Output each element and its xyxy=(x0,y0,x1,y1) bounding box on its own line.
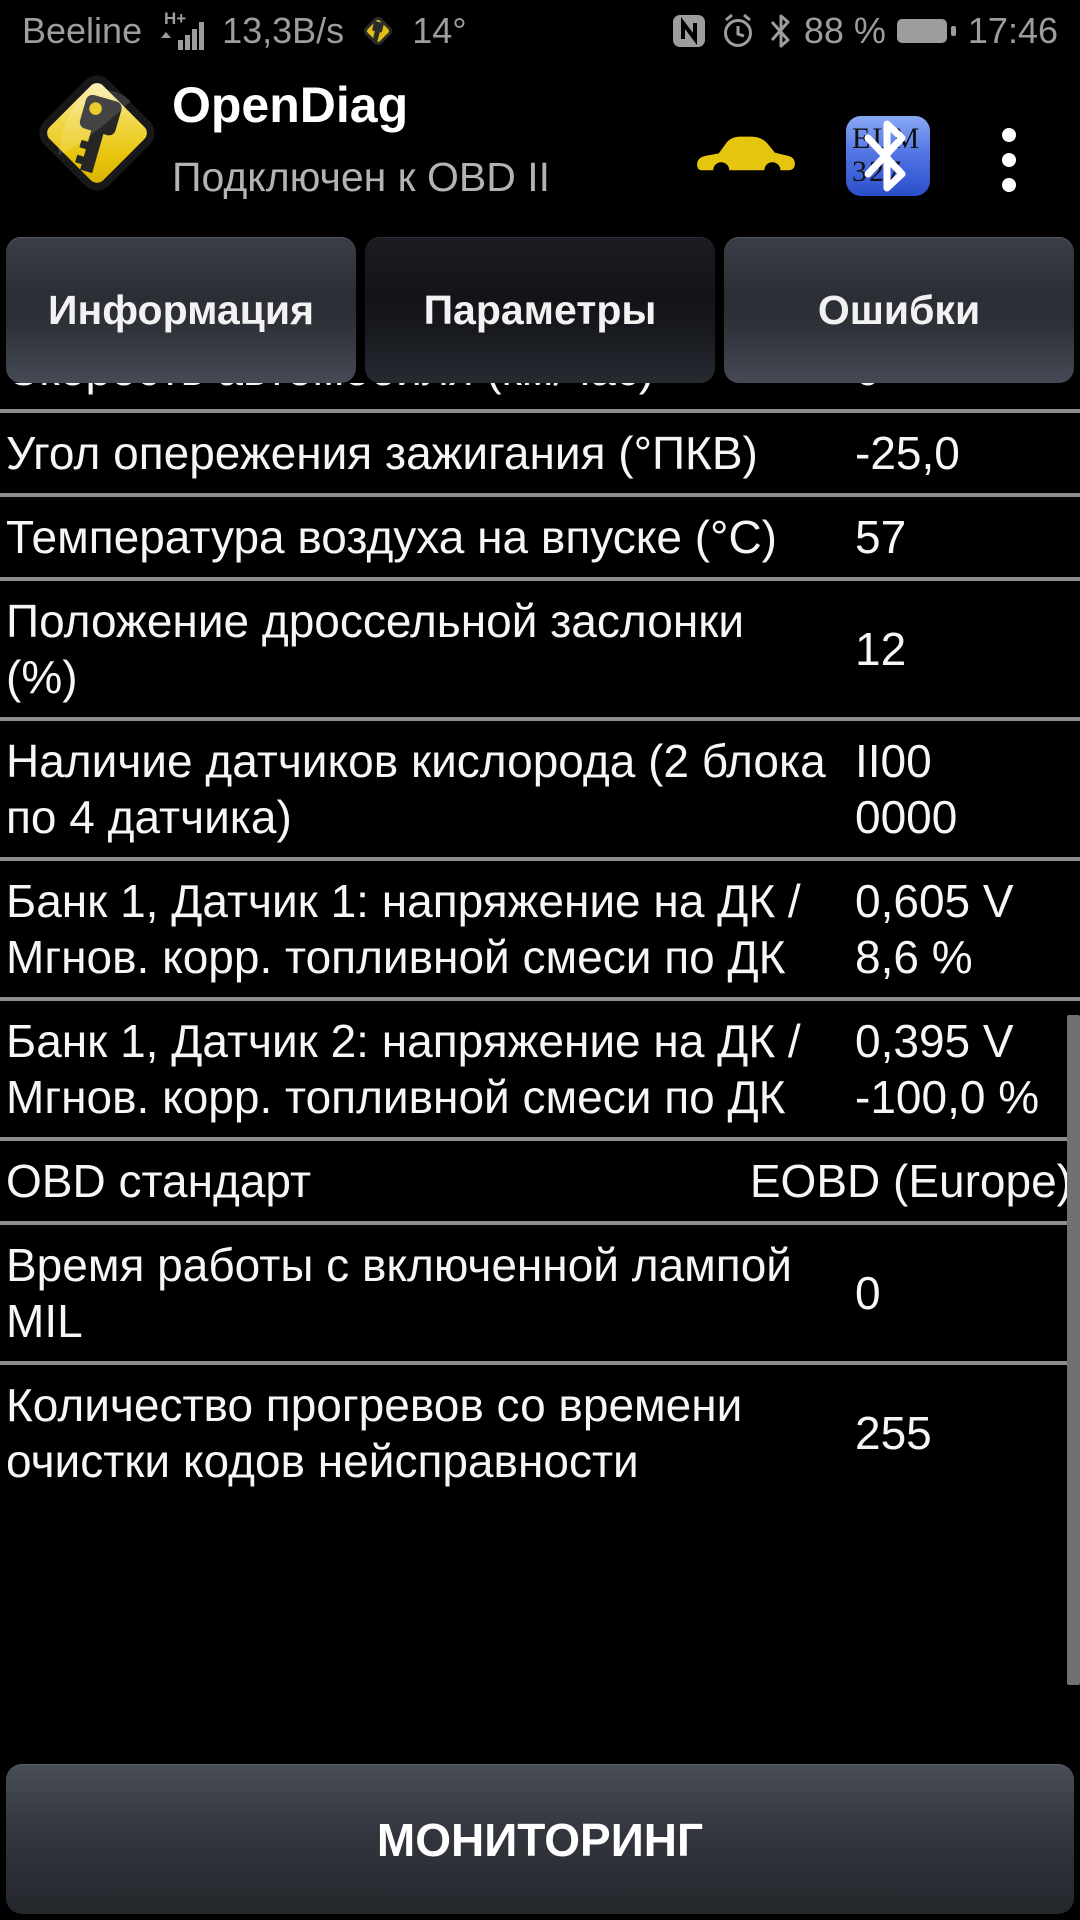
scrollbar-thumb[interactable] xyxy=(1067,1015,1080,1685)
param-row-obd-standard[interactable]: OBD стандарт EOBD (Europe) xyxy=(0,1141,1080,1225)
clock-label: 17:46 xyxy=(967,10,1058,51)
temperature-label: 14° xyxy=(412,10,467,51)
param-value: 12 xyxy=(855,623,907,675)
alarm-icon xyxy=(723,13,752,47)
param-label: Положение дроссельной заслонки (%) xyxy=(6,595,745,703)
vehicle-icon[interactable] xyxy=(694,128,798,182)
tab-information[interactable]: Информация xyxy=(6,237,356,383)
bluetooth-icon xyxy=(770,14,790,48)
param-label: Наличие датчиков кислорода (2 блока по 4… xyxy=(6,735,826,843)
param-row-intake-air-temp[interactable]: Температура воздуха на впуске (°C) 57 xyxy=(0,497,1080,581)
param-label: Угол опережения зажигания (°ПКВ) xyxy=(6,427,758,479)
param-value: 0,605 V 8,6 % xyxy=(855,875,1014,983)
battery-icon xyxy=(896,19,956,43)
param-label: Количество прогревов со времени очистки … xyxy=(6,1379,743,1487)
tab-bar: Информация Параметры Ошибки xyxy=(6,237,1074,383)
param-label: Время работы с включенной лампой MIL xyxy=(6,1239,792,1347)
param-label: Скорость автомобиля (км/час) xyxy=(6,383,826,397)
param-label: Банк 1, Датчик 1: напряжение на ДК / Мгн… xyxy=(6,875,801,983)
param-label: Температура воздуха на впуске (°C) xyxy=(6,511,777,563)
param-value: 0 xyxy=(826,383,1072,397)
elm327-adapter-icon[interactable]: ELM 327 xyxy=(846,116,930,196)
bluetooth-rune-icon xyxy=(864,120,906,192)
param-row-throttle-position[interactable]: Положение дроссельной заслонки (%) 12 xyxy=(0,581,1080,721)
svg-text:H+: H+ xyxy=(164,9,186,28)
param-value: EOBD (Europe) xyxy=(749,1155,1072,1207)
carrier-label: Beeline xyxy=(22,10,143,51)
param-value: 255 xyxy=(855,1407,932,1459)
param-row-speed[interactable]: Скорость автомобиля (км/час) 0 xyxy=(0,383,1080,413)
menu-dot xyxy=(1002,153,1016,167)
battery-percent-label: 88 % xyxy=(803,10,886,51)
parameters-list: Скорость автомобиля (км/час) 0 Угол опер… xyxy=(0,383,1080,1920)
opendiag-logo-icon xyxy=(39,75,155,191)
opendiag-mini-icon xyxy=(364,17,393,45)
monitoring-button[interactable]: МОНИТОРИНГ xyxy=(6,1764,1074,1914)
nfc-icon xyxy=(672,15,705,47)
app-title: OpenDiag xyxy=(172,77,409,133)
data-rate-label: 13,3B/s xyxy=(222,10,345,51)
connection-status: Подключен к OBD II xyxy=(172,154,551,200)
signal-strength-icon: H+ xyxy=(161,9,205,50)
param-value: 57 xyxy=(855,511,907,563)
status-bar: Beeline H+ 13,3B/s 14° 88 % xyxy=(0,0,1080,62)
tab-parameters[interactable]: Параметры xyxy=(365,237,715,383)
param-row-bank1-sensor2[interactable]: Банк 1, Датчик 2: напряжение на ДК / Мгн… xyxy=(0,1001,1080,1141)
param-row-ignition-advance[interactable]: Угол опережения зажигания (°ПКВ) -25,0 xyxy=(0,413,1080,497)
tab-errors[interactable]: Ошибки xyxy=(724,237,1074,383)
overflow-menu-button[interactable] xyxy=(1002,128,1016,192)
param-value: 0 xyxy=(855,1267,881,1319)
param-row-bank1-sensor1[interactable]: Банк 1, Датчик 1: напряжение на ДК / Мгн… xyxy=(0,861,1080,1001)
param-row-mil-time[interactable]: Время работы с включенной лампой MIL 0 xyxy=(0,1225,1080,1365)
param-value: -25,0 xyxy=(855,427,960,479)
param-value: II00 0000 xyxy=(855,735,958,843)
param-label: Банк 1, Датчик 2: напряжение на ДК / Мгн… xyxy=(6,1015,801,1123)
param-value: 0,395 V -100,0 % xyxy=(855,1015,1040,1123)
menu-dot xyxy=(1002,128,1016,142)
menu-dot xyxy=(1002,178,1016,192)
param-row-oxygen-sensors[interactable]: Наличие датчиков кислорода (2 блока по 4… xyxy=(0,721,1080,861)
param-label: OBD стандарт xyxy=(6,1155,312,1207)
app-header: OpenDiag Подключен к OBD II ELM 327 xyxy=(0,62,1080,237)
param-row-warmups[interactable]: Количество прогревов со времени очистки … xyxy=(0,1365,1080,1501)
